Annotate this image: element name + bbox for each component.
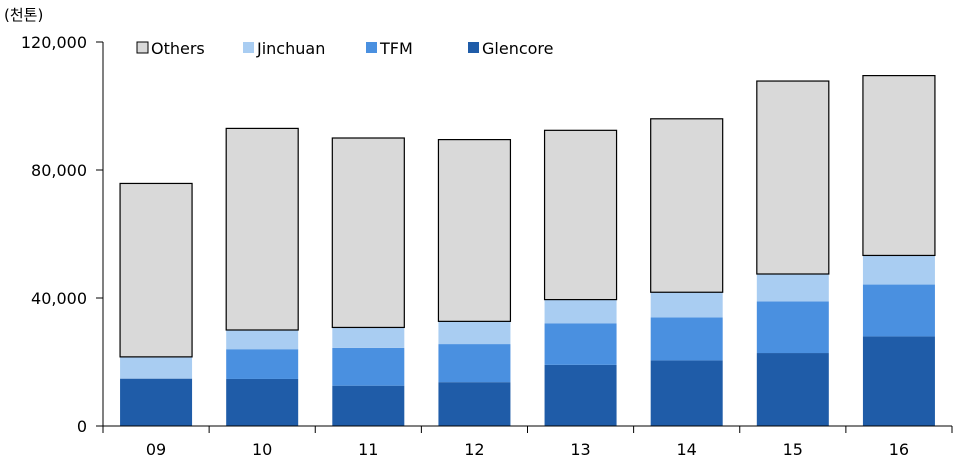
y-tick-label: 80,000 <box>31 161 87 180</box>
legend-label-others: Others <box>151 39 205 58</box>
bar-segment-others-16 <box>862 74 936 257</box>
bar-segment-jinchuan-13 <box>544 299 617 324</box>
x-tick-label: 10 <box>252 440 272 459</box>
y-tick-label: 120,000 <box>21 33 87 52</box>
x-tick-label: 15 <box>783 440 803 459</box>
bar-segment-glencore-12 <box>438 382 511 426</box>
x-tick-label: 13 <box>570 440 590 459</box>
legend-swatch-others <box>136 41 149 54</box>
bar-segment-tfm-13 <box>544 323 617 365</box>
bar-segment-jinchuan-16 <box>862 255 935 285</box>
x-tick-label: 12 <box>464 440 484 459</box>
legend-swatch-glencore <box>468 42 479 53</box>
bar-segment-glencore-10 <box>226 378 299 426</box>
x-tick-label: 09 <box>146 440 166 459</box>
bar-segment-tfm-11 <box>332 347 405 386</box>
bar-segment-tfm-16 <box>862 284 935 337</box>
bar-segment-tfm-10 <box>226 349 299 379</box>
bar-segment-jinchuan-15 <box>756 274 829 302</box>
bar-segment-others-10 <box>225 127 299 331</box>
bar-segment-others-12 <box>437 139 512 322</box>
legend-label-glencore: Glencore <box>482 39 553 58</box>
legend: Others Jinchuan TFM Glencore <box>136 39 553 58</box>
bar-segment-tfm-14 <box>650 317 723 361</box>
bar-segment-others-09 <box>119 182 193 358</box>
x-ticks: 09 10 11 12 13 14 15 16 <box>102 426 953 459</box>
x-tick-label: 16 <box>889 440 909 459</box>
y-tick-label: 40,000 <box>31 289 87 308</box>
bar-segment-jinchuan-14 <box>650 292 723 318</box>
bar-segment-others-11 <box>331 137 405 329</box>
x-tick-label: 11 <box>358 440 378 459</box>
bar-segment-jinchuan-11 <box>332 327 405 348</box>
legend-label-jinchuan: Jinchuan <box>256 39 325 58</box>
bar-segment-glencore-09 <box>120 378 193 426</box>
bar-segment-glencore-11 <box>332 385 405 426</box>
bar-segment-jinchuan-12 <box>438 321 511 345</box>
bar-segment-others-15 <box>756 80 830 275</box>
bar-segment-jinchuan-09 <box>120 356 193 379</box>
legend-swatch-tfm <box>366 42 377 53</box>
bars <box>119 74 936 426</box>
bar-segment-glencore-13 <box>544 364 617 426</box>
legend-label-tfm: TFM <box>379 39 413 58</box>
y-tick-label: 0 <box>77 417 87 436</box>
x-tick-label: 14 <box>677 440 697 459</box>
bar-segment-tfm-12 <box>438 344 511 383</box>
bar-segment-tfm-15 <box>756 301 829 354</box>
y-axis-unit-label: (천톤) <box>4 6 43 24</box>
y-ticks: 0 40,000 80,000 120,000 <box>21 33 103 436</box>
bar-segment-glencore-15 <box>756 353 829 426</box>
bar-segment-glencore-14 <box>650 360 723 426</box>
bar-segment-others-13 <box>543 129 618 301</box>
legend-swatch-jinchuan <box>243 42 254 53</box>
bar-segment-glencore-16 <box>862 336 935 426</box>
bar-segment-jinchuan-10 <box>226 330 299 350</box>
bar-segment-others-14 <box>650 118 724 293</box>
